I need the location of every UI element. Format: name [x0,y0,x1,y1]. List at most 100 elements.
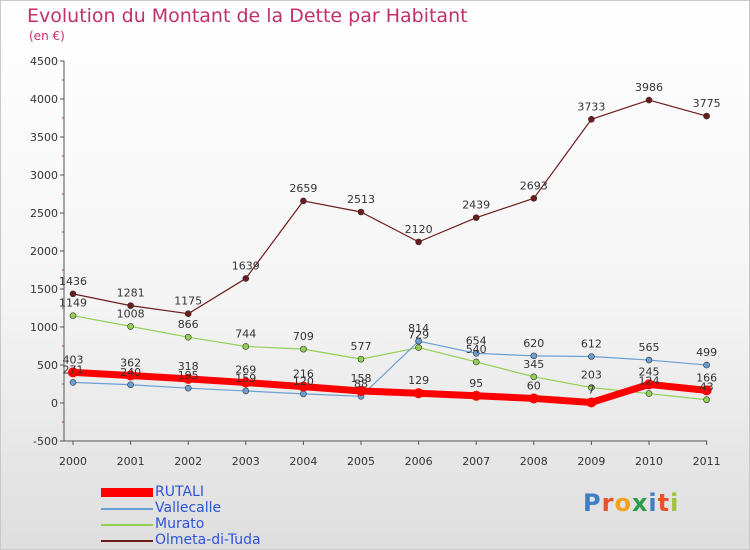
data-label-olmeta-di-tuda: 3733 [577,100,605,113]
data-label-olmeta-di-tuda: 1175 [174,295,202,308]
data-point-olmeta-di-tuda [530,195,538,202]
data-point-vallecalle [588,353,595,360]
data-point-olmeta-di-tuda [588,115,595,123]
data-label-murato: 729 [408,329,429,342]
data-point-olmeta-di-tuda [357,208,365,216]
data-label-murato: 709 [293,330,314,343]
x-tick-label: 2004 [289,455,317,468]
data-point-olmeta-di-tuda [127,302,134,309]
data-label-olmeta-di-tuda: 2659 [289,182,317,195]
data-point-olmeta-di-tuda [69,290,77,298]
data-point-rutali [701,385,712,396]
legend-swatch-murato [101,524,153,526]
data-point-murato [127,323,134,330]
data-point-vallecalle [300,390,307,398]
data-label-rutali: 269 [235,364,256,377]
data-label-vallecalle: 654 [466,334,487,347]
data-point-olmeta-di-tuda [703,112,710,120]
data-point-murato [184,333,192,341]
data-point-olmeta-di-tuda [415,238,422,246]
logo-letter: i [648,489,658,517]
data-point-murato [242,343,250,350]
legend-label-vallecalle: Vallecalle [155,500,222,516]
data-label-vallecalle: 240 [120,366,141,379]
data-point-rutali [68,367,78,378]
data-point-rutali [356,385,366,396]
y-tick-label: 4500 [30,55,58,68]
data-label-olmeta-di-tuda: 1436 [59,275,87,288]
x-tick-label: 2006 [405,455,433,468]
data-label-rutali: 7 [588,383,595,396]
x-tick-label: 2010 [635,455,663,468]
data-label-rutali: 129 [408,374,429,387]
logo-letter: r [601,489,615,517]
data-label-vallecalle: 159 [235,372,256,385]
legend-swatch-rutali [101,488,153,497]
data-label-olmeta-di-tuda: 3986 [635,81,663,94]
series-line-vallecalle [72,340,708,397]
data-label-murato: 1008 [117,307,145,320]
data-label-murato: 540 [466,343,487,356]
data-label-rutali: 166 [696,371,717,384]
data-point-murato [645,390,653,397]
data-point-murato [69,312,77,319]
data-label-vallecalle: 195 [178,369,199,382]
x-tick-label: 2009 [577,455,605,468]
y-tick-label: 0 [51,397,58,410]
data-label-olmeta-di-tuda: 2120 [405,223,433,236]
x-tick-label: 2002 [174,455,202,468]
x-tick-label: 2001 [117,455,145,468]
data-label-murato: 124 [639,375,660,388]
data-point-vallecalle [530,352,538,360]
data-label-murato: 203 [581,369,602,382]
x-tick-label: 2011 [693,455,721,468]
x-tick-label: 2003 [232,455,260,468]
legend-label-olmeta-di-tuda: Olmeta-di-Tuda [155,532,261,548]
data-point-rutali [298,381,309,392]
data-point-vallecalle [472,349,480,357]
data-point-vallecalle [645,356,653,364]
data-point-olmeta-di-tuda [242,275,250,282]
series-line-murato [72,315,708,401]
data-point-murato [588,384,595,391]
data-label-olmeta-di-tuda: 2693 [520,179,548,192]
data-label-rutali: 318 [178,360,199,373]
data-label-olmeta-di-tuda: 2439 [462,199,490,212]
proxiti-logo: Proxiti [583,489,679,517]
data-point-murato [530,373,538,381]
data-label-vallecalle: 88 [354,377,368,390]
y-tick-label: 1500 [30,283,58,296]
data-label-olmeta-di-tuda: 1281 [117,287,145,300]
data-point-vallecalle [242,387,250,395]
data-label-rutali: 60 [527,379,541,392]
data-point-vallecalle [703,361,710,369]
logo-letter: i [670,489,680,517]
data-label-murato: 1149 [59,297,87,310]
chart-subtitle: (en €) [29,29,65,43]
y-tick-label: 3500 [30,131,58,144]
data-point-vallecalle [415,337,422,345]
data-label-murato: 866 [178,318,199,331]
data-point-murato [472,358,480,366]
series-line-olmeta-di-tuda [72,99,708,315]
data-label-murato: 345 [523,358,544,371]
legend-label-rutali: RUTALI [155,484,204,500]
data-label-rutali: 95 [469,377,483,390]
data-label-vallecalle: 565 [639,341,660,354]
data-label-rutali: 216 [293,368,314,381]
data-point-murato [703,396,710,404]
logo-letter: t [657,489,671,517]
data-point-rutali [413,388,424,399]
data-point-olmeta-di-tuda [645,96,653,104]
data-point-vallecalle [127,381,134,389]
data-label-rutali: 362 [120,356,141,369]
data-point-olmeta-di-tuda [472,214,480,221]
data-label-olmeta-di-tuda: 1639 [232,259,260,272]
data-label-murato: 43 [700,381,714,394]
data-label-murato: 577 [351,340,372,353]
y-tick-label: 500 [37,359,58,372]
series-line-rutali [69,368,711,406]
data-point-rutali [125,370,136,381]
y-tick-label: 4000 [30,93,58,106]
